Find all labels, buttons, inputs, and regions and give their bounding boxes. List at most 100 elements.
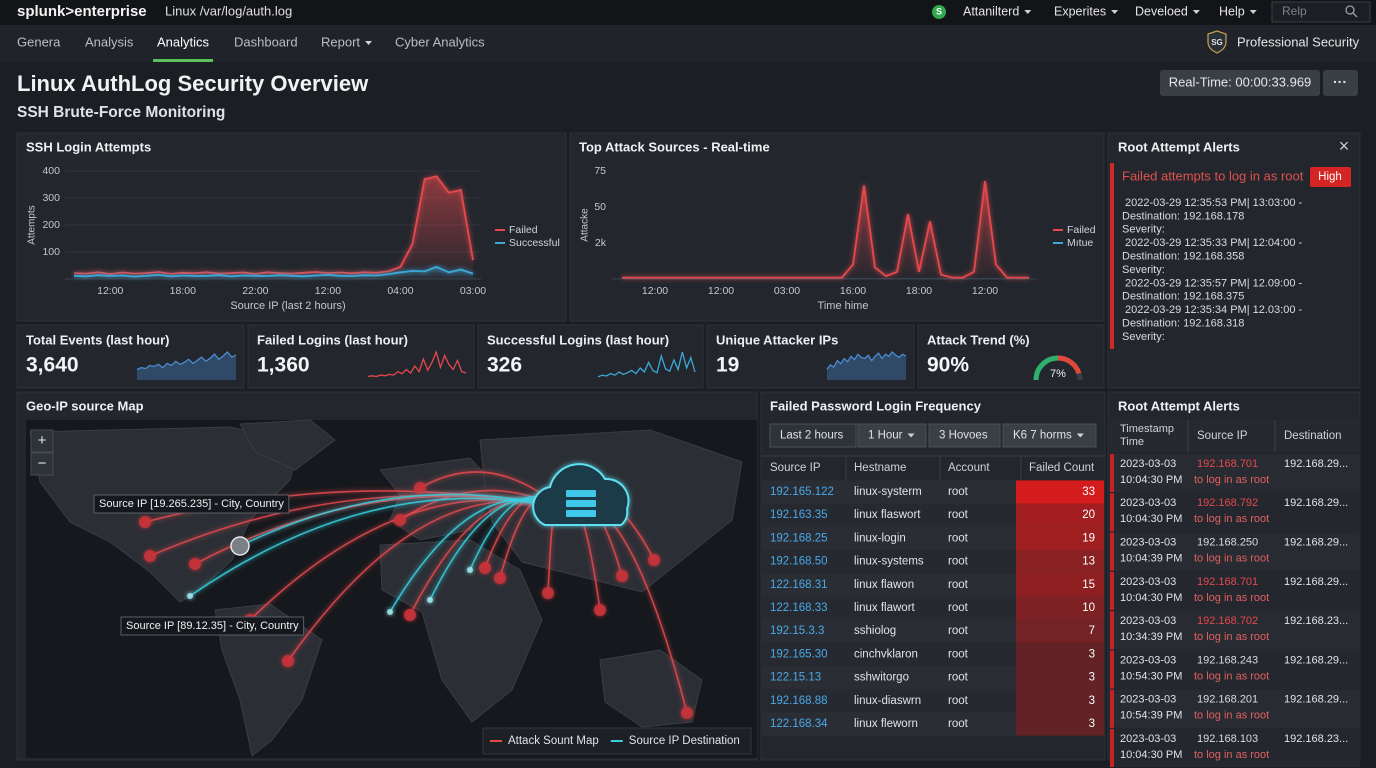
zoom-in-button[interactable] [30, 429, 54, 453]
table-row [1110, 532, 1360, 571]
nav-tab[interactable]: Analytics [157, 34, 210, 49]
column-header-sub: Time [1120, 436, 1144, 448]
destination: 192.168.29... [1284, 576, 1348, 588]
row-stripe [1110, 689, 1114, 728]
table-row [1110, 611, 1360, 650]
failed-count: 20 [1082, 509, 1095, 521]
kpi-card [16, 324, 245, 389]
alert-line: Destination: 192.168.375 [1122, 291, 1244, 303]
close-button[interactable]: × [1339, 136, 1350, 156]
alert-line: 2022-03-29 12:35:34 PM| 12.03:00 - [1125, 304, 1302, 316]
hostname: linux flaswort [854, 509, 921, 521]
top-menu[interactable]: Help [1219, 4, 1245, 18]
attack-point [479, 562, 491, 574]
hostname: linux-systems [854, 556, 924, 568]
hostname: cinchvklaron [854, 648, 918, 660]
attack-point [542, 587, 554, 599]
source-ip: 122.168.31 [770, 579, 828, 591]
continent [379, 539, 543, 723]
source-ip: 192.168.701 [1197, 458, 1258, 470]
attack-point [427, 597, 433, 603]
row-stripe [1110, 571, 1114, 610]
destination: 192.168.23... [1284, 733, 1348, 745]
kpi-value: 1,360 [257, 354, 310, 377]
top-menu[interactable]: Experites [1054, 4, 1106, 18]
status-dot [932, 5, 946, 19]
zoom-out: − [38, 455, 47, 472]
nav-tab[interactable]: Dashboard [234, 34, 298, 49]
y-tick-label: 50 [594, 201, 606, 213]
timestamp-time: 10:04:39 PM [1120, 553, 1182, 565]
table-row [1110, 729, 1360, 768]
attack-point [404, 609, 416, 621]
timestamp-time: 10:34:39 PM [1120, 631, 1182, 643]
table-row [762, 642, 1016, 666]
kpi-label: Unique Attacker IPs [716, 332, 838, 347]
kpi-value: 90% [927, 354, 969, 377]
row-stripe [1110, 493, 1114, 532]
nav-tab[interactable]: Cyber Analytics [395, 34, 485, 49]
timestamp-date: 2023-03-03 [1120, 733, 1176, 745]
tooltip-text: Source IP [19.265.235] - City, Country [99, 498, 284, 510]
x-tick-label: 16:00 [840, 285, 866, 297]
count-cell [1016, 712, 1104, 736]
nav-tab[interactable]: Report [321, 34, 360, 49]
failed-count: 3 [1089, 718, 1095, 730]
x-tick-label: 12:00 [708, 285, 734, 297]
destination: 192.168.29... [1284, 537, 1348, 549]
x-tick-label: 18:00 [906, 285, 932, 297]
source-ip: 192.168.201 [1197, 694, 1258, 706]
filter-button[interactable] [857, 423, 927, 448]
series-line [73, 265, 474, 278]
dropdown-caret [1024, 10, 1032, 14]
panel-title: Top Attack Sources - Real-time [579, 139, 770, 154]
filter-button[interactable] [769, 423, 857, 448]
timestamp-date: 2023-03-03 [1120, 458, 1176, 470]
more-button[interactable] [1323, 70, 1358, 96]
alert-note: to log in as root [1194, 670, 1269, 682]
search-box[interactable] [1271, 1, 1371, 23]
panel-title: Failed Password Login Frequency [770, 398, 982, 413]
filter-button[interactable] [1002, 423, 1097, 448]
x-tick-label: 12:00 [642, 285, 668, 297]
source-ip: 192.168.250 [1197, 537, 1258, 549]
kpi-value: 326 [487, 354, 522, 377]
kpi-label: Successful Logins (last hour) [487, 332, 669, 347]
timestamp-date: 2023-03-03 [1120, 615, 1176, 627]
alert-line: Severity: [1122, 264, 1165, 276]
sparkline [136, 351, 237, 371]
table-row [1110, 493, 1360, 532]
table-row [762, 573, 1016, 597]
timer: Real-Time: 00:00:33.969 [1169, 74, 1312, 89]
timestamp-date: 2023-03-03 [1120, 497, 1176, 509]
destination: 192.168.29... [1284, 458, 1348, 470]
alert-line: Destination: 192.168.358 [1122, 251, 1244, 263]
filter-button[interactable] [928, 423, 1001, 448]
timer-button[interactable] [1160, 70, 1320, 96]
top-menu[interactable]: Develoed [1135, 4, 1188, 18]
table-row [1110, 689, 1360, 728]
series-line [73, 175, 474, 276]
timestamp-date: 2023-03-03 [1120, 576, 1176, 588]
nav-tab[interactable]: Analysis [85, 34, 134, 49]
account: root [948, 625, 969, 637]
y-tick-label: 100 [42, 246, 60, 258]
nav-tab[interactable]: Genera [17, 34, 61, 49]
top-menu[interactable]: Attanilterd [963, 4, 1019, 18]
dropdown-caret [1076, 433, 1084, 438]
gauge-arc [1057, 355, 1082, 375]
y-axis-label: Attacke [580, 208, 591, 242]
kpi-value: 19 [716, 354, 739, 377]
count-cell [1016, 689, 1104, 713]
table-row [1110, 454, 1360, 492]
alert-banner: Failed attempts to log in as root [1122, 168, 1304, 183]
zoom-out-button[interactable] [30, 452, 54, 476]
search-placeholder: Relp [1282, 4, 1307, 18]
source-ip: 192.165.30 [770, 648, 828, 660]
x-tick-label: 03:00 [774, 285, 800, 297]
timestamp-time: 10:54:30 PM [1120, 670, 1182, 682]
timestamp-time: 10:54:39 PM [1120, 710, 1182, 722]
hostname: sshwitorgo [854, 672, 909, 684]
